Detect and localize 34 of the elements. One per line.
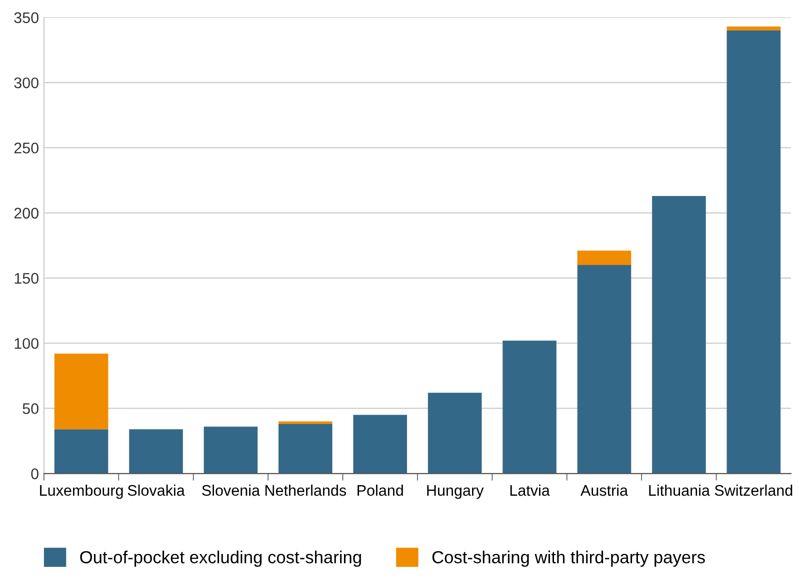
y-tick-label: 200 [14, 208, 38, 219]
bar [502, 340, 556, 474]
x-tick-label: Slovenia [202, 484, 260, 496]
y-tick-label: 150 [14, 272, 38, 284]
bar [726, 30, 781, 474]
bar [278, 424, 332, 474]
y-tick-label: 100 [14, 338, 38, 349]
bar [577, 265, 632, 474]
x-tick-label: Hungary [427, 485, 484, 499]
bar [278, 421, 332, 424]
bar [129, 429, 183, 474]
bar [428, 392, 482, 474]
x-tick-label: Poland [358, 484, 403, 496]
y-tick-label: 350 [14, 12, 38, 24]
bar [54, 429, 108, 474]
x-tick-label: Lithuania [649, 484, 710, 496]
x-tick-label: Switzerland [714, 484, 792, 496]
x-tick-label: Austria [580, 484, 628, 496]
y-tick-label: 0 [31, 468, 38, 480]
y-tick-label: 250 [14, 142, 38, 154]
bar [577, 250, 632, 266]
legend-label: Cost-sharing with third-party payers [432, 550, 705, 567]
y-tick-label: 50 [22, 403, 38, 414]
bar [54, 354, 108, 430]
x-tick-label: Luxembourg [40, 484, 123, 499]
legend-label: Out-of-pocket excluding cost-sharing [80, 550, 361, 567]
bar [726, 26, 781, 30]
x-tick-label: Slovakia [128, 484, 185, 496]
bar [353, 414, 408, 474]
x-tick-label: Netherlands [265, 484, 346, 496]
x-tick-label: Latvia [510, 484, 550, 496]
y-tick-label: 300 [14, 77, 38, 88]
bar [204, 426, 258, 474]
bar [652, 196, 706, 474]
